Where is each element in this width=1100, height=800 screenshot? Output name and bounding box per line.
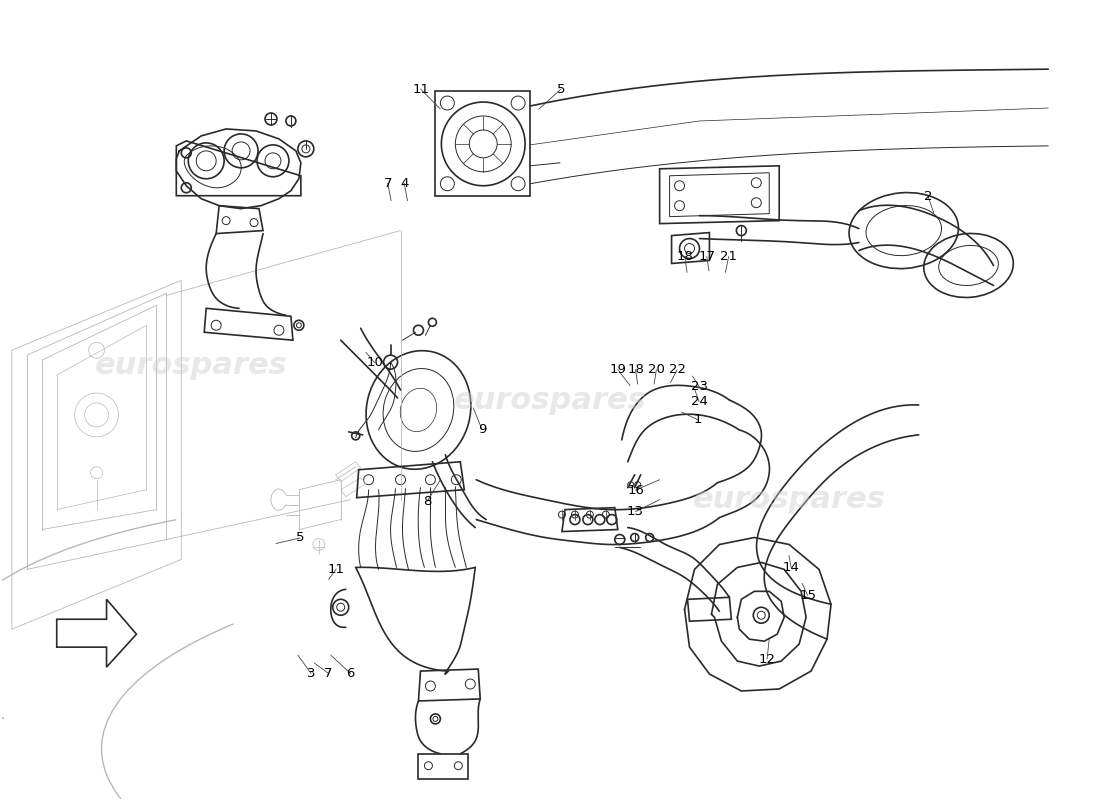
Text: 13: 13: [627, 505, 644, 518]
Text: 23: 23: [691, 380, 707, 393]
Text: 7: 7: [324, 667, 333, 680]
Text: 7: 7: [384, 177, 392, 190]
Text: 8: 8: [424, 494, 431, 508]
Text: 15: 15: [799, 589, 816, 602]
Text: 1: 1: [694, 414, 702, 426]
Text: eurospares: eurospares: [453, 386, 647, 414]
Text: 22: 22: [669, 363, 685, 376]
Text: 3: 3: [307, 667, 316, 680]
Text: 16: 16: [627, 483, 644, 497]
Text: eurospares: eurospares: [95, 350, 287, 380]
Text: 12: 12: [759, 653, 775, 666]
Text: eurospares: eurospares: [693, 485, 886, 514]
Text: 2: 2: [924, 190, 933, 203]
Text: 9: 9: [477, 423, 486, 436]
Text: 6: 6: [346, 667, 354, 680]
Text: 5: 5: [557, 82, 565, 95]
Text: 10: 10: [366, 356, 383, 369]
Text: 11: 11: [328, 562, 344, 575]
Text: 18: 18: [676, 250, 693, 263]
Text: 5: 5: [296, 531, 305, 545]
Text: 14: 14: [783, 561, 800, 574]
Text: 20: 20: [648, 363, 664, 376]
Text: 24: 24: [691, 395, 707, 408]
Text: 21: 21: [720, 250, 737, 263]
Text: 18: 18: [627, 363, 644, 376]
Text: 11: 11: [412, 82, 429, 95]
Text: 19: 19: [609, 363, 626, 376]
Text: 17: 17: [698, 250, 715, 263]
Text: 4: 4: [400, 177, 408, 190]
